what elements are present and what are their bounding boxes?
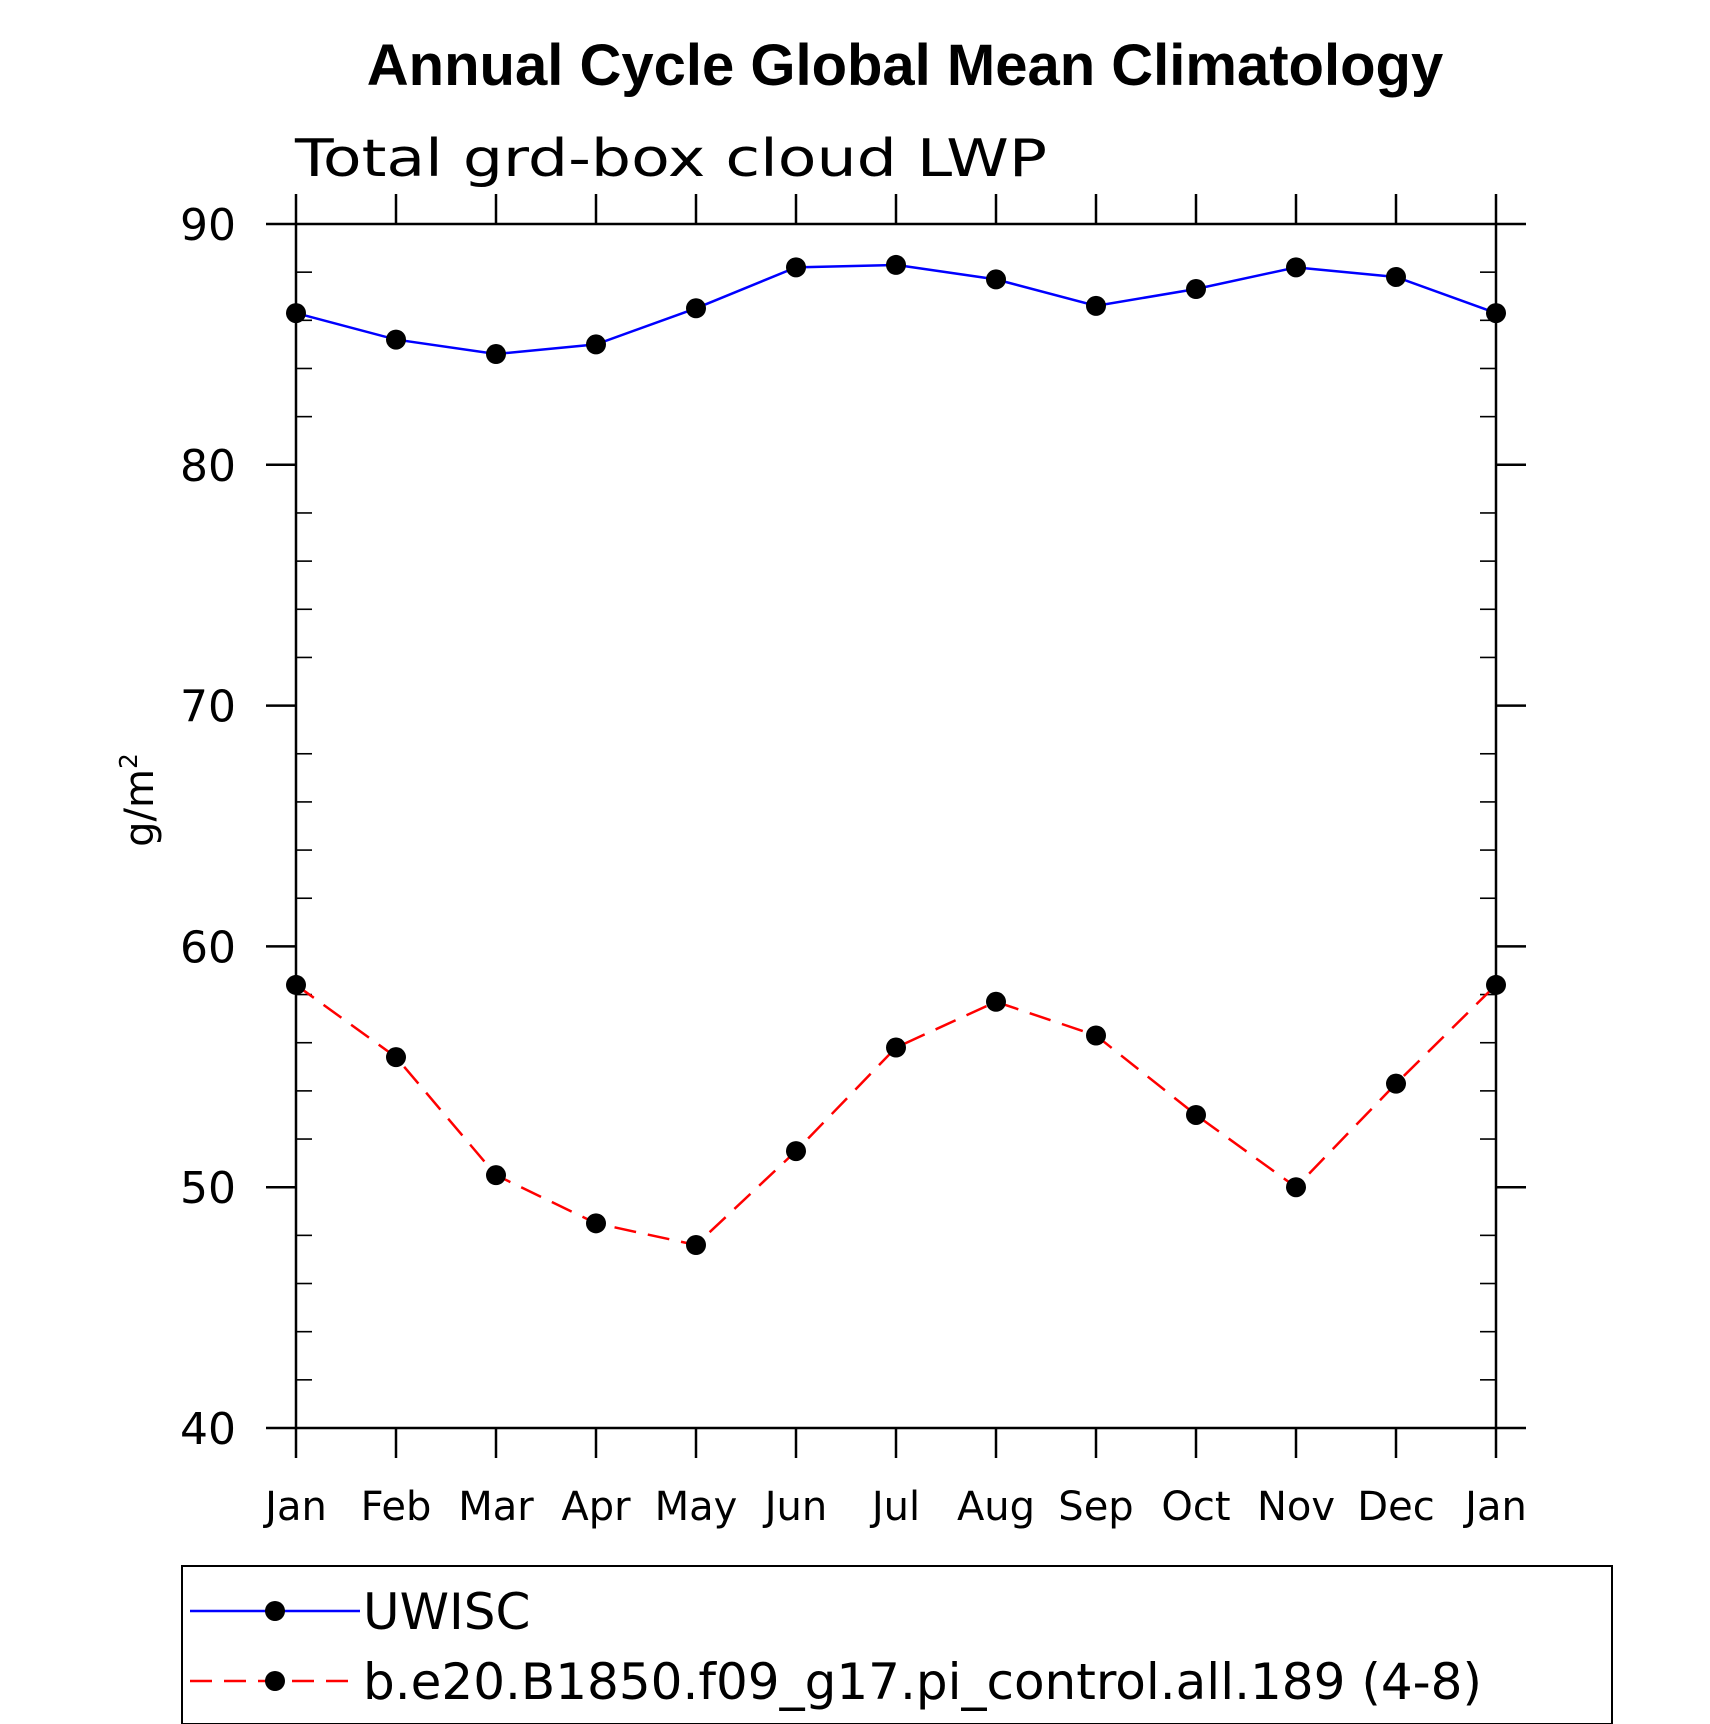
data-point (1386, 266, 1406, 287)
x-tick-label: Jul (869, 1484, 920, 1530)
data-point (986, 991, 1006, 1012)
x-tick-label: Mar (458, 1484, 534, 1530)
axis-ticks: Jan Feb Mar Apr May Jun Jul Aug Sep Oct Nov Dec Jan 4… (180, 194, 1527, 1530)
data-point (1086, 295, 1106, 316)
series-line (295, 983, 1497, 1247)
data-point (486, 1165, 506, 1186)
y-tick-label: 40 (180, 1404, 236, 1455)
y-tick-label: 70 (180, 682, 236, 733)
x-tick-label: May (655, 1484, 738, 1530)
data-point (786, 257, 806, 278)
chart-title: Annual Cycle Global Mean Climatology (367, 33, 1443, 98)
data-point (686, 1234, 706, 1255)
axes (294, 222, 1498, 1430)
legend-box (181, 1565, 1613, 1724)
data-point (386, 1047, 406, 1068)
x-tick-label: Aug (957, 1484, 1035, 1530)
data-point (286, 303, 306, 324)
data-point (686, 298, 706, 319)
data-point (1386, 1073, 1406, 1094)
y-tick-label: 60 (180, 922, 236, 973)
legend-label: UWISC (363, 1583, 530, 1641)
legend: UWISC b.e20.B1850.f09_g17.pi_control.all.… (181, 1565, 1613, 1724)
data-point (286, 974, 306, 995)
data-point (1286, 1177, 1306, 1198)
legend-swatch-marker (265, 1601, 285, 1621)
y-axis-label-exponent: 2 (114, 753, 143, 769)
y-tick-label: 80 (180, 441, 236, 492)
legend-entry: b.e20.B1850.f09_g17.pi_control.all.189 (… (190, 1653, 1482, 1711)
x-tick-label: Feb (361, 1484, 432, 1530)
x-tick-label: Sep (1058, 1484, 1133, 1530)
x-tick-label: Jan (1462, 1484, 1527, 1530)
data-point (586, 1213, 606, 1234)
data-point (886, 254, 906, 275)
data-point (1186, 279, 1206, 300)
series-2 (286, 974, 1506, 1255)
chart-subtitle: Total grd-box cloud LWP (294, 129, 1047, 189)
data-point (1086, 1025, 1106, 1046)
x-tick-label: Jun (762, 1484, 828, 1530)
svg-text:g/m2: g/m2 (114, 753, 163, 847)
data-point (1186, 1104, 1206, 1125)
data-point (386, 329, 406, 350)
data-point (486, 344, 506, 365)
legend-entry: UWISC (190, 1583, 530, 1641)
x-tick-label: Jan (262, 1484, 327, 1530)
x-tick-label: Dec (1357, 1484, 1434, 1530)
series-line (295, 263, 1497, 356)
y-tick-label: 90 (180, 200, 236, 251)
x-tick-label: Oct (1161, 1484, 1230, 1530)
y-axis-label-unit: g/m (117, 769, 163, 847)
data-point (986, 269, 1006, 290)
data-point (786, 1141, 806, 1162)
series-1 (286, 254, 1506, 365)
legend-label: b.e20.B1850.f09_g17.pi_control.all.189 (… (363, 1653, 1482, 1711)
x-tick-label: Apr (561, 1484, 631, 1530)
legend-swatch-marker (265, 1671, 285, 1691)
y-axis-label: g/m2 (114, 753, 163, 847)
x-tick-label: Nov (1257, 1484, 1335, 1530)
y-tick-label: 50 (180, 1163, 236, 1214)
data-point (586, 334, 606, 355)
series-layer (286, 254, 1506, 1255)
plot-frame (294, 222, 1498, 1430)
data-point (1486, 974, 1506, 995)
data-point (1486, 303, 1506, 324)
data-point (1286, 257, 1306, 278)
data-point (886, 1037, 906, 1058)
